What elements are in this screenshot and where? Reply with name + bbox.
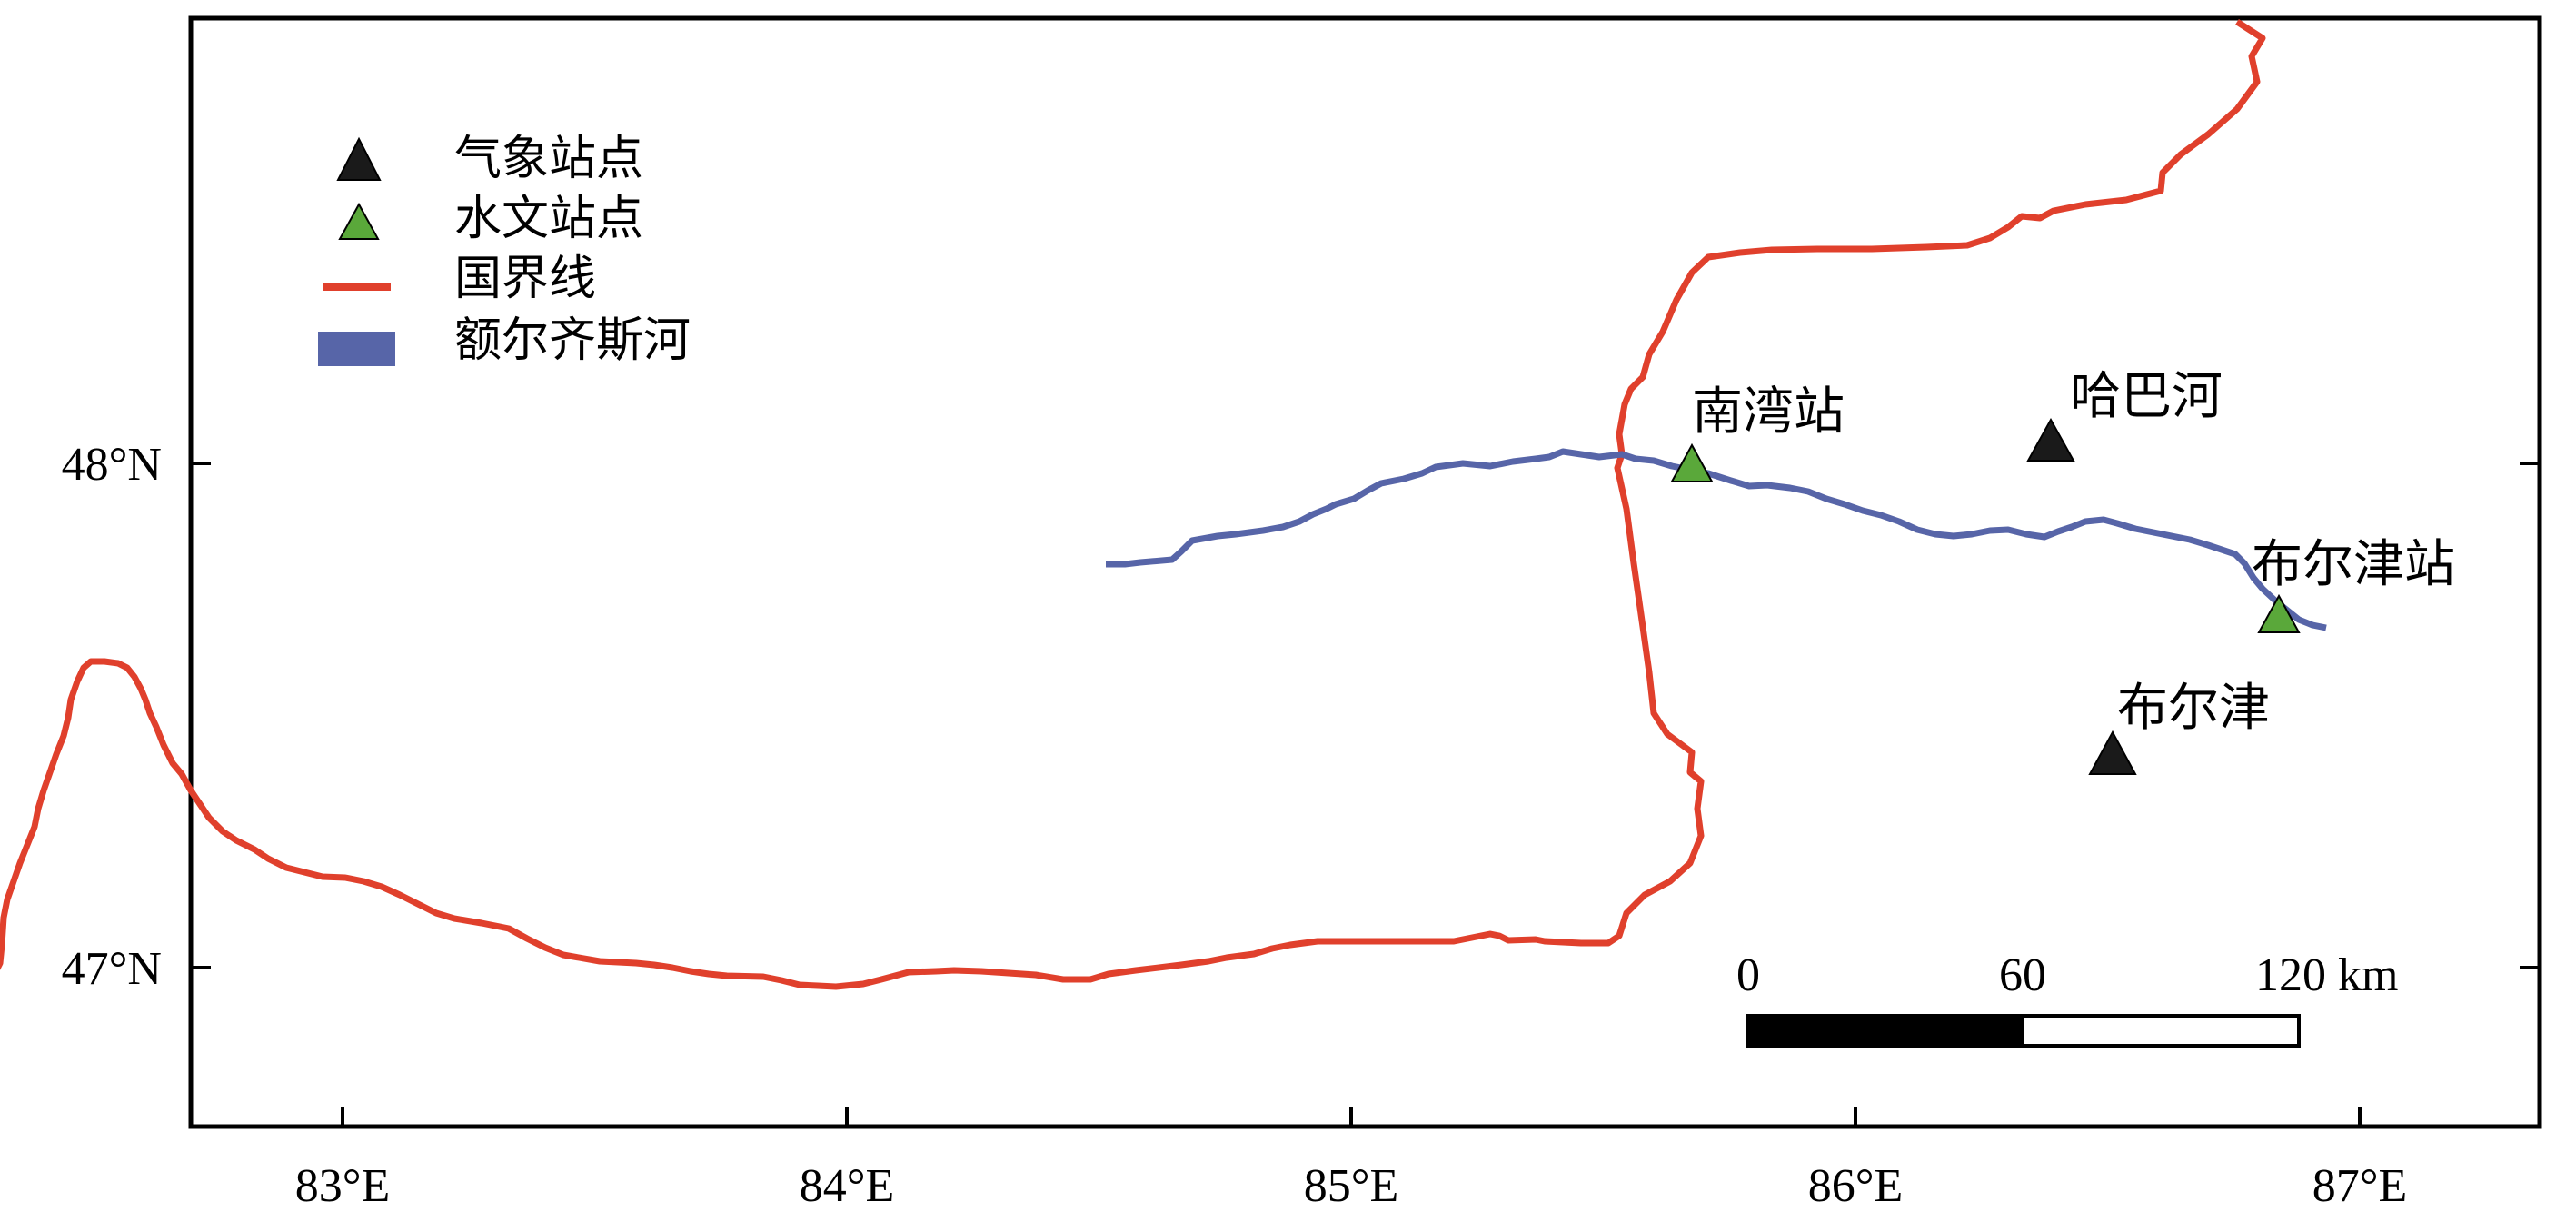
- scale-bar-label: 120 km: [2255, 949, 2398, 1001]
- scale-bar: 0 60 120 km: [1736, 949, 2398, 1048]
- met-station-triangle-icon: [2088, 730, 2137, 775]
- irtysh-river-line: [1106, 448, 2327, 631]
- scale-bar-white-segment: [2021, 1014, 2301, 1048]
- station-label: 布尔津站: [2252, 535, 2455, 594]
- station-label: 南湾站: [1692, 382, 1845, 442]
- hydro-station-triangle-icon: [1670, 442, 1714, 482]
- x-tick-label: 85°E: [1304, 1160, 1399, 1212]
- station-label: 布尔津: [2117, 679, 2270, 738]
- x-tick-label: 86°E: [1808, 1160, 1904, 1212]
- scale-bar-black-segment: [1746, 1014, 2024, 1048]
- met-station-triangle-icon: [2026, 417, 2075, 462]
- hydro-station-buerjin[interactable]: 布尔津站: [2252, 535, 2455, 633]
- x-tick-label: 83°E: [295, 1160, 391, 1212]
- hydro-station-triangle-icon: [2257, 593, 2301, 633]
- scale-bar-label: 60: [1999, 949, 2046, 1001]
- legend-label: 额尔齐斯河: [454, 313, 691, 368]
- legend-river-icon: [318, 332, 395, 366]
- axis-ticks: [191, 462, 2540, 1127]
- station-label: 哈巴河: [2070, 367, 2223, 426]
- met-station-habahe[interactable]: 哈巴河: [2026, 367, 2223, 462]
- x-tick-labels: 83°E 84°E 85°E 86°E 87°E: [295, 1160, 2408, 1212]
- legend-label: 气象站点: [454, 132, 643, 186]
- legend-label: 国界线: [454, 252, 596, 306]
- y-tick-label: 48°N: [62, 439, 162, 491]
- legend-hydro-station-icon: [338, 202, 380, 240]
- legend-label: 水文站点: [454, 192, 643, 246]
- hydro-station-nanwan[interactable]: 南湾站: [1670, 382, 1845, 482]
- legend-met-station-icon: [336, 136, 382, 181]
- scale-bar-label: 0: [1736, 949, 1760, 1001]
- met-station-buerjin[interactable]: 布尔津: [2088, 679, 2270, 775]
- y-tick-label: 47°N: [62, 943, 162, 995]
- y-tick-labels: 48°N 47°N: [62, 439, 162, 995]
- x-tick-label: 87°E: [2312, 1160, 2408, 1212]
- map-frame: [188, 15, 2542, 1129]
- x-tick-label: 84°E: [800, 1160, 895, 1212]
- legend: 气象站点 水文站点 国界线 额尔齐斯河: [318, 132, 691, 368]
- national-border-line: [0, 19, 2266, 990]
